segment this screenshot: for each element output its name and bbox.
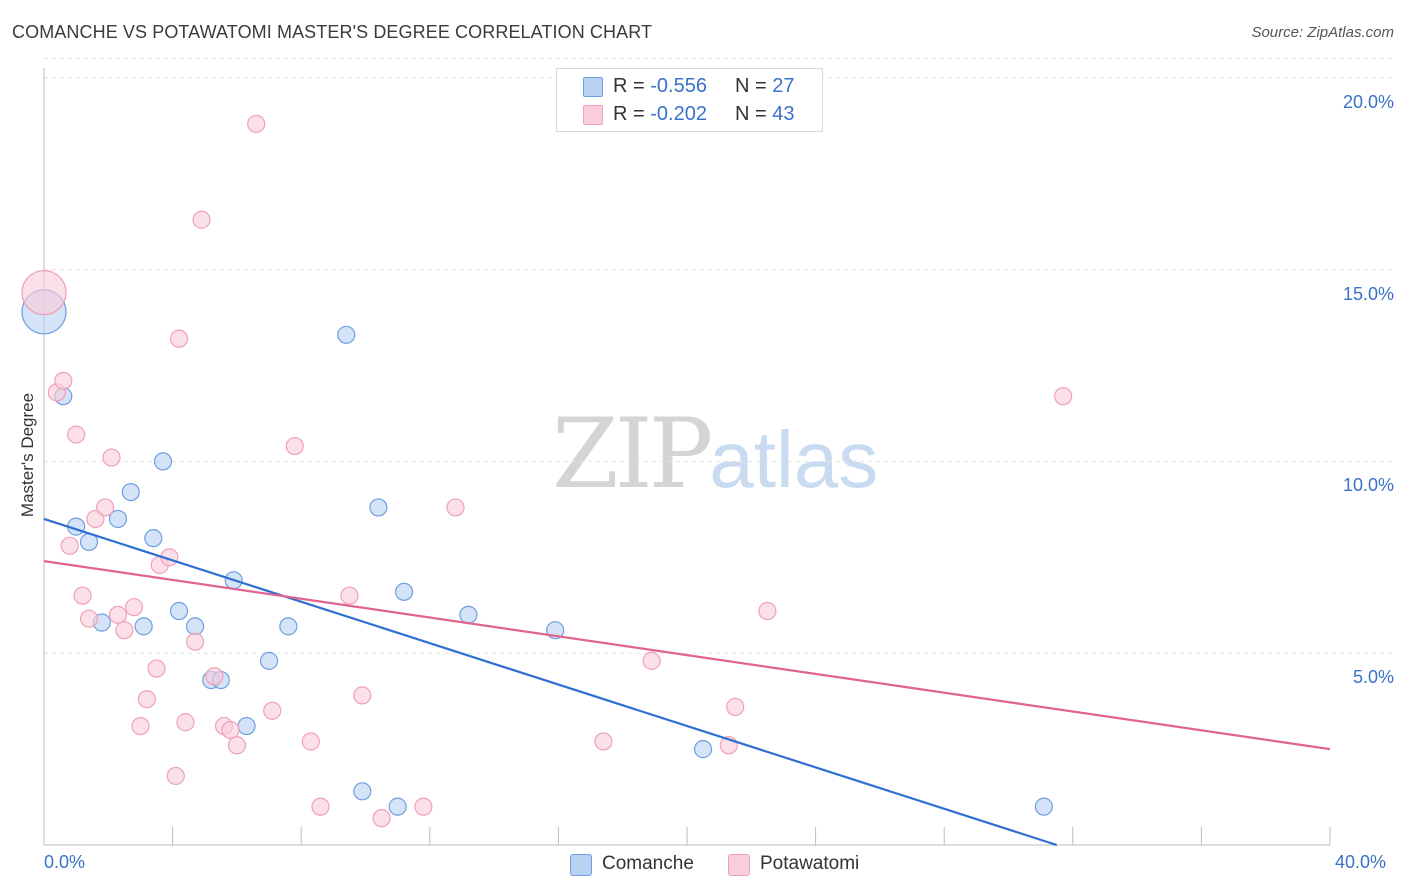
point-comanche — [169, 601, 189, 621]
point-potawatomi — [227, 736, 246, 755]
chart-source: Source: ZipAtlas.com — [1251, 24, 1394, 41]
point-comanche — [186, 617, 205, 636]
point-potawatomi — [166, 766, 185, 786]
y-tick-label: 20.0% — [1342, 91, 1394, 112]
point-potawatomi — [54, 371, 73, 390]
point-potawatomi — [205, 667, 224, 686]
point-potawatomi — [169, 329, 189, 348]
y-axis-label: Master's Degree — [18, 392, 37, 518]
point-potawatomi — [137, 690, 156, 709]
point-comanche — [108, 509, 128, 529]
point-potawatomi — [221, 720, 240, 740]
point-potawatomi — [301, 732, 320, 751]
r-value-potawatomi: -0.202 — [650, 103, 707, 125]
point-potawatomi — [446, 498, 465, 517]
point-potawatomi — [340, 586, 359, 605]
chart-title: COMANCHE VS POTAWATOMI MASTER'S DEGREE C… — [12, 22, 653, 42]
point-comanche — [1034, 797, 1053, 816]
point-comanche — [337, 325, 356, 344]
point-potawatomi — [21, 270, 67, 316]
point-comanche — [121, 482, 140, 502]
point-comanche — [388, 797, 407, 816]
legend-label-comanche: Comanche — [602, 853, 694, 874]
stats-row-comanche: R = -0.556 N = 27 — [557, 73, 822, 101]
swatch-potawatomi — [583, 105, 603, 125]
stats-legend: R = -0.556 N = 27 R = -0.202 N = 43 — [556, 68, 823, 132]
stats-row-potawatomi: R = -0.202 N = 43 — [557, 101, 822, 129]
point-comanche — [394, 582, 414, 601]
point-comanche — [144, 529, 163, 548]
point-potawatomi — [176, 713, 195, 732]
point-potawatomi — [79, 609, 99, 628]
point-potawatomi — [108, 605, 128, 624]
trend-line-potawatomi — [43, 560, 1331, 751]
point-potawatomi — [642, 651, 661, 670]
point-comanche — [259, 651, 279, 670]
r-value-comanche: -0.556 — [650, 75, 707, 97]
point-potawatomi — [726, 697, 745, 717]
trend-lines — [43, 517, 1331, 847]
y-tick-label: 5.0% — [1352, 667, 1394, 688]
n-value-potawatomi: 43 — [772, 103, 795, 125]
y-tick-label: 10.0% — [1342, 475, 1394, 496]
x-tick-label-max: 40.0% — [1335, 852, 1387, 872]
point-potawatomi — [353, 686, 372, 705]
point-potawatomi — [311, 797, 330, 816]
point-potawatomi — [247, 114, 266, 133]
point-potawatomi — [186, 632, 205, 651]
x-tick-label-min: 0.0% — [44, 852, 86, 872]
point-potawatomi — [1054, 387, 1073, 406]
point-potawatomi — [95, 498, 115, 517]
swatch-comanche — [583, 77, 603, 97]
y-tick-label: 15.0% — [1342, 283, 1394, 304]
point-potawatomi — [102, 448, 121, 467]
point-potawatomi — [115, 621, 134, 640]
point-potawatomi — [60, 536, 79, 555]
point-potawatomi — [67, 425, 86, 444]
point-comanche — [459, 605, 478, 624]
legend-label-potawatomi: Potawatomi — [760, 853, 860, 874]
point-potawatomi — [192, 210, 211, 229]
legend-swatch-potawatomi — [728, 854, 750, 876]
point-comanche — [693, 740, 713, 759]
point-comanche — [153, 452, 173, 471]
r-label: R = -0.556 — [613, 75, 707, 97]
point-potawatomi — [263, 701, 282, 720]
n-label: N = 43 — [735, 103, 795, 125]
point-comanche — [369, 498, 388, 517]
point-potawatomi — [594, 732, 613, 751]
n-value-comanche: 27 — [772, 75, 795, 97]
point-comanche — [237, 716, 256, 736]
point-potawatomi — [372, 809, 391, 828]
point-potawatomi — [414, 797, 433, 816]
point-potawatomi — [124, 598, 144, 617]
point-potawatomi — [758, 601, 777, 621]
point-potawatomi — [285, 436, 304, 456]
point-comanche — [353, 782, 372, 801]
axes — [43, 68, 1331, 846]
grid — [44, 58, 1392, 654]
point-comanche — [134, 617, 153, 636]
point-potawatomi — [147, 659, 166, 678]
point-potawatomi — [131, 716, 150, 736]
legend-swatch-comanche — [570, 854, 592, 876]
trend-line-comanche — [43, 517, 1058, 847]
point-comanche — [279, 617, 298, 636]
n-label: N = 27 — [735, 75, 795, 97]
point-potawatomi — [73, 586, 92, 605]
points-layer — [21, 114, 1073, 828]
r-label: R = -0.202 — [613, 103, 707, 125]
